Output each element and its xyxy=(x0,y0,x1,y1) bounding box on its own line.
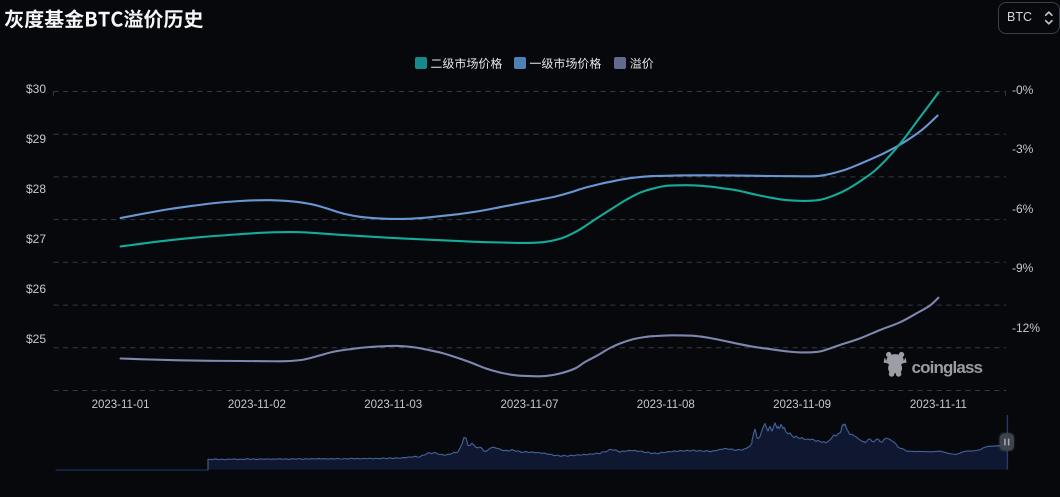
svg-text:coinglass: coinglass xyxy=(912,358,984,377)
